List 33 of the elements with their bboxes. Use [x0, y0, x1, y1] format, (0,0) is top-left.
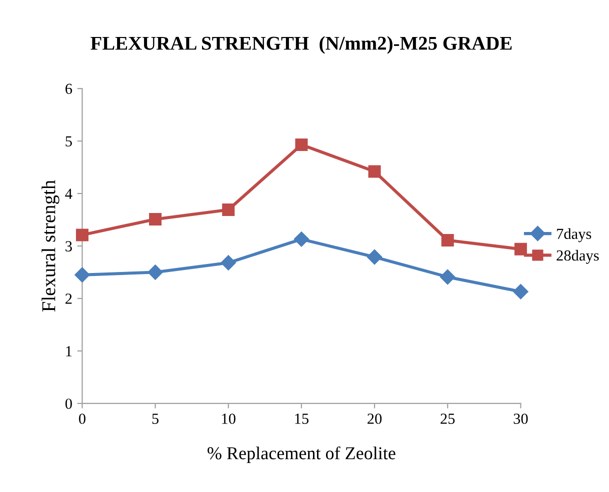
y-tick-label: 1	[66, 346, 72, 356]
y-tick-label: 5	[66, 136, 72, 146]
point	[368, 165, 381, 178]
y-tick-label: 4	[65, 188, 72, 199]
x-tick-label: 30	[514, 414, 528, 424]
x-tick-label: 20	[368, 414, 382, 424]
point	[514, 242, 527, 256]
point	[294, 232, 310, 247]
point	[366, 249, 382, 265]
x-tick-label: 15	[295, 414, 308, 424]
point	[148, 264, 163, 280]
chart-title: FLEXURAL STRENGTH (N/mm2)-M25 GRADE	[90, 36, 512, 54]
point	[220, 255, 236, 270]
point	[222, 204, 235, 216]
y-axis-title: Flexural strength	[42, 180, 60, 312]
point	[440, 269, 456, 285]
point	[76, 228, 88, 242]
point	[513, 284, 528, 300]
x-tick-label: 25	[440, 414, 455, 424]
x-tick-label: 5	[152, 414, 159, 424]
y-tick-label: 0	[65, 398, 72, 409]
point	[441, 234, 454, 246]
y-tick-label: 3	[66, 241, 72, 252]
legend-label: 7days	[557, 228, 592, 242]
x-axis-title: % Replacement of Zeolite	[208, 446, 396, 464]
y-tick-label: 2	[66, 294, 72, 304]
point	[74, 267, 90, 282]
y-tick-label: 6	[66, 84, 72, 94]
point	[149, 212, 162, 226]
legend-label: 28days	[556, 250, 599, 264]
point	[295, 138, 308, 151]
x-tick-label: 0	[78, 414, 86, 424]
x-tick-label: 10	[222, 414, 236, 424]
